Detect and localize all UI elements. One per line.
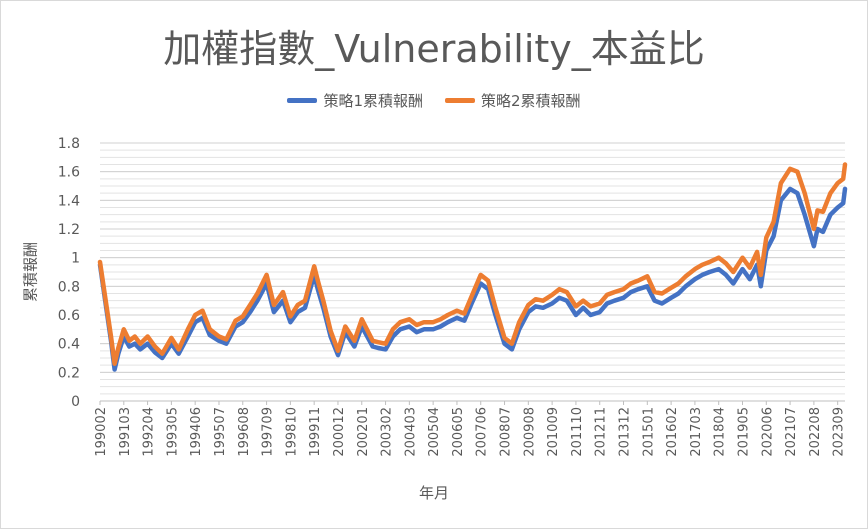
x-tick-label: 202006 (760, 407, 775, 457)
legend-label-series-2: 策略2累積報酬 (481, 92, 581, 110)
legend-item-series-2: 策略2累積報酬 (445, 90, 581, 111)
x-tick-label: 199911 (308, 407, 323, 457)
x-tick-label: 202309 (832, 407, 847, 457)
y-tick-label: 1.8 (58, 136, 80, 152)
x-tick-label: 199810 (284, 407, 299, 457)
x-tick-label: 202107 (784, 407, 799, 457)
x-tick-label: 199305 (165, 407, 180, 457)
x-tick-label: 200403 (403, 407, 418, 457)
series-line-2 (97, 162, 848, 366)
x-tick-label: 201009 (546, 407, 561, 457)
x-tick-label: 199608 (237, 407, 252, 457)
y-tick-label: 1.2 (58, 222, 80, 238)
y-tick-label: 1.6 (58, 165, 80, 181)
legend-item-series-1: 策略1累積報酬 (287, 90, 423, 111)
y-tick-label: 0.4 (58, 337, 80, 353)
x-tick-label: 199709 (261, 407, 276, 457)
x-tick-label: 200807 (499, 407, 514, 457)
x-tick-label: 199406 (189, 407, 204, 457)
x-tick-label: 201804 (713, 407, 728, 457)
series-line-1 (97, 186, 848, 372)
x-tick-label: 201905 (736, 407, 751, 457)
y-tick-label: 0 (71, 394, 80, 410)
legend-swatch-series-1 (287, 98, 318, 103)
x-tick-label: 200504 (427, 407, 442, 457)
x-tick-label: 201602 (665, 407, 680, 457)
legend: 策略1累積報酬 策略2累積報酬 (0, 90, 868, 111)
x-tick-label: 201110 (570, 407, 585, 457)
x-tick-label: 201703 (689, 407, 704, 457)
x-axis-label: 年月 (418, 484, 449, 502)
x-tick-label: 199103 (118, 407, 133, 457)
x-tick-label: 200302 (380, 407, 395, 457)
x-tick-label: 200605 (451, 407, 466, 457)
legend-swatch-series-2 (445, 98, 475, 103)
x-tick-label: 199204 (142, 407, 157, 457)
chart-title: 加權指數_Vulnerability_本益比 (163, 27, 705, 71)
y-tick-label: 1 (71, 251, 80, 267)
x-tick-label: 201211 (594, 407, 609, 457)
x-tick-label: 199002 (94, 407, 109, 457)
x-tick-label: 201312 (618, 407, 633, 457)
x-tick-label: 200201 (356, 407, 371, 457)
x-tick-label: 200012 (332, 407, 347, 457)
y-tick-label: 1.4 (58, 193, 80, 209)
legend-label-series-1: 策略1累積報酬 (323, 92, 423, 110)
x-tick-label: 199507 (213, 407, 228, 457)
y-tick-label: 0.8 (58, 279, 80, 295)
x-tick-label: 200908 (522, 407, 537, 457)
y-tick-label: 0.6 (58, 308, 80, 324)
y-tick-label: 0.2 (58, 365, 80, 381)
x-tick-label: 201501 (641, 407, 656, 457)
x-tick-label: 200706 (475, 407, 490, 457)
x-tick-label: 202208 (808, 407, 823, 457)
